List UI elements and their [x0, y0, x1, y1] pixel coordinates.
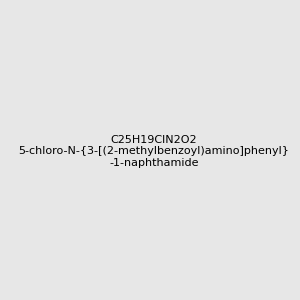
Text: C25H19ClN2O2
5-chloro-N-{3-[(2-methylbenzoyl)amino]phenyl}
-1-naphthamide: C25H19ClN2O2 5-chloro-N-{3-[(2-methylben… — [18, 135, 289, 168]
